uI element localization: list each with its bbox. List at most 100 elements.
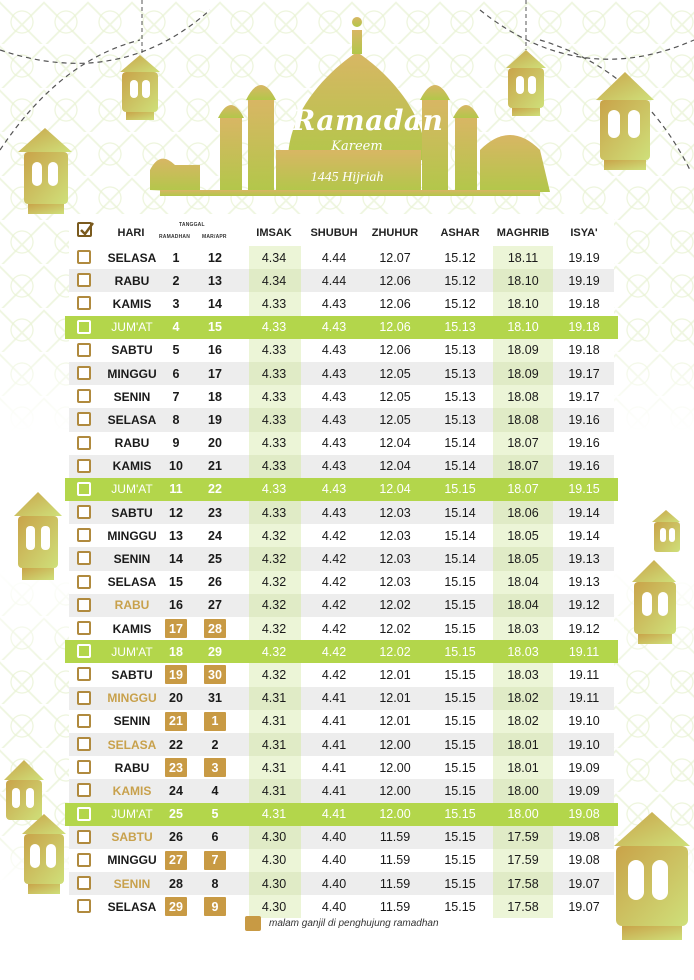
row-checkbox[interactable] [77, 713, 91, 728]
day-name: JUM'AT [111, 807, 153, 822]
time-isya: 19.17 [568, 389, 600, 404]
time-isya: 19.10 [568, 737, 600, 752]
table-row: SELASA 1 12 4.34 4.44 12.07 15.12 18.11 19.19 [69, 246, 614, 270]
day-name: KAMIS [112, 621, 152, 636]
table-row: KAMIS 24 4 4.31 4.41 12.00 15.15 18.00 19.09 [69, 779, 614, 803]
time-shubuh: 4.40 [321, 853, 347, 868]
time-ashar: 15.12 [444, 273, 476, 288]
col-tanggal: TANGGAL [179, 222, 205, 228]
time-ashar: 15.15 [444, 853, 476, 868]
table-row: KAMIS 10 21 4.33 4.43 12.04 15.14 18.07 19.16 [69, 454, 614, 478]
time-ashar: 15.15 [444, 783, 476, 798]
time-zhuhur: 12.04 [379, 459, 411, 474]
ramadhan-date: 4 [172, 320, 180, 335]
time-zhuhur: 12.00 [379, 737, 411, 752]
row-checkbox[interactable] [77, 644, 91, 659]
time-imsak: 4.30 [261, 830, 287, 845]
header-checkbox[interactable] [77, 222, 95, 237]
time-imsak: 4.32 [261, 621, 287, 636]
row-checkbox[interactable] [77, 667, 91, 682]
row-checkbox[interactable] [77, 505, 91, 520]
time-imsak: 4.33 [261, 459, 287, 474]
ramadhan-date: 2 [172, 273, 180, 288]
time-ashar: 15.15 [444, 899, 476, 914]
ramadhan-date: 8 [172, 412, 180, 427]
day-name: SELASA [107, 250, 157, 265]
time-imsak: 4.32 [261, 528, 287, 543]
masehi-date: 24 [208, 528, 222, 543]
row-checkbox[interactable] [77, 783, 91, 798]
day-name: SENIN [113, 389, 151, 404]
row-checkbox[interactable] [77, 597, 91, 612]
time-ashar: 15.15 [444, 714, 476, 729]
time-isya: 19.11 [568, 667, 600, 682]
time-isya: 19.16 [568, 459, 600, 474]
row-checkbox[interactable] [77, 899, 91, 914]
day-name: JUM'AT [111, 320, 153, 335]
day-name: SABTU [111, 667, 153, 682]
masehi-date: 23 [208, 505, 222, 520]
row-checkbox[interactable] [77, 876, 91, 891]
time-maghrib: 18.07 [507, 459, 539, 474]
row-checkbox[interactable] [77, 551, 91, 566]
time-ashar: 15.15 [444, 760, 476, 775]
masehi-date: 17 [208, 366, 222, 381]
time-ashar: 15.12 [444, 250, 476, 265]
time-imsak: 4.31 [261, 691, 287, 706]
time-ashar: 15.14 [444, 505, 476, 520]
day-name: SELASA [107, 412, 157, 427]
time-ashar: 15.15 [444, 644, 476, 659]
row-checkbox[interactable] [77, 389, 91, 404]
row-checkbox[interactable] [77, 342, 91, 357]
day-name: SENIN [113, 552, 151, 567]
time-isya: 19.09 [568, 760, 600, 775]
day-name: RABU [114, 436, 150, 451]
table-row: JUM'AT 18 29 4.32 4.42 12.02 15.15 18.03 19.11 [65, 640, 618, 664]
time-zhuhur: 12.02 [379, 621, 411, 636]
time-imsak: 4.32 [261, 598, 287, 613]
time-zhuhur: 12.00 [379, 807, 411, 822]
row-checkbox[interactable] [77, 250, 91, 264]
row-checkbox[interactable] [77, 690, 91, 705]
day-name: JUM'AT [111, 644, 153, 659]
lantern-icon-left [18, 128, 72, 214]
time-zhuhur: 12.06 [379, 296, 411, 311]
time-zhuhur: 12.06 [379, 343, 411, 358]
row-checkbox[interactable] [77, 273, 91, 288]
time-shubuh: 4.42 [321, 575, 347, 590]
row-checkbox[interactable] [77, 458, 91, 473]
row-checkbox[interactable] [77, 319, 91, 334]
time-shubuh: 4.41 [321, 737, 347, 752]
day-name: SABTU [111, 830, 153, 845]
row-checkbox[interactable] [77, 412, 91, 427]
ramadhan-date: 21 [163, 710, 189, 733]
row-checkbox[interactable] [77, 365, 91, 380]
time-ashar: 15.15 [444, 807, 476, 822]
ramadhan-date: 9 [172, 436, 180, 451]
row-checkbox[interactable] [77, 760, 91, 775]
row-checkbox[interactable] [77, 296, 91, 311]
time-ashar: 15.13 [444, 320, 476, 335]
row-checkbox[interactable] [77, 806, 91, 821]
row-checkbox[interactable] [77, 829, 91, 844]
row-checkbox[interactable] [77, 435, 91, 450]
row-checkbox[interactable] [77, 621, 91, 635]
row-checkbox[interactable] [77, 481, 91, 496]
row-checkbox[interactable] [77, 736, 91, 751]
row-checkbox[interactable] [77, 574, 91, 589]
ramadhan-date: 13 [169, 528, 183, 543]
ramadhan-date: 14 [169, 552, 183, 567]
time-imsak: 4.33 [261, 482, 287, 497]
lantern-icon-left-top [120, 55, 160, 120]
time-imsak: 4.32 [261, 667, 287, 682]
time-ashar: 15.15 [444, 737, 476, 752]
row-checkbox[interactable] [77, 852, 91, 867]
masehi-date: 20 [208, 436, 222, 451]
masehi-date: 29 [208, 644, 222, 659]
ramadhan-date: 18 [169, 644, 183, 659]
time-zhuhur: 12.04 [379, 482, 411, 497]
time-zhuhur: 11.59 [379, 830, 411, 845]
table-row: SABTU 19 30 4.32 4.42 12.01 15.15 18.03 19.11 [69, 663, 614, 687]
row-checkbox[interactable] [77, 528, 91, 543]
time-isya: 19.11 [568, 691, 600, 706]
